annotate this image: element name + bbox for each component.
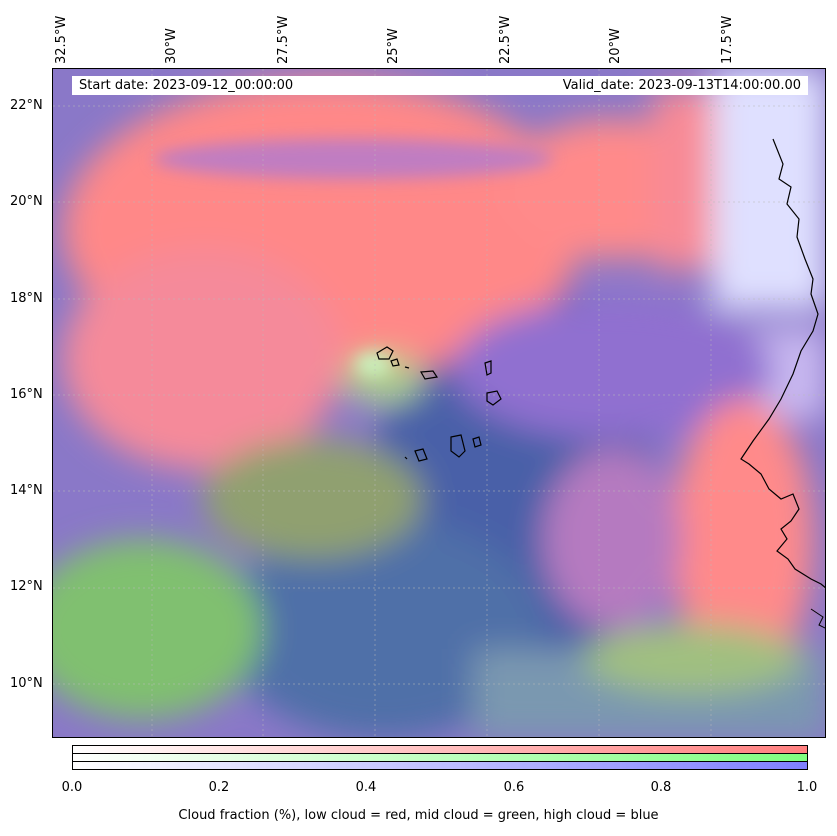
colorbar-tick-5: 1.0: [796, 780, 818, 795]
mixed-cloud-east: [543, 449, 683, 629]
colorbar-tick-0: 0.0: [61, 780, 83, 795]
lon-label-20w: 20°W: [608, 28, 623, 64]
lat-label-16n: 16°N: [10, 387, 43, 402]
lon-label-25w: 25°W: [386, 28, 401, 64]
high-mid-cloud-south: [223, 519, 543, 737]
colorbar-tick-3: 0.6: [503, 780, 525, 795]
low-cloud-west: [63, 249, 343, 469]
cloud-fraction-map: [52, 68, 826, 738]
lon-label-32-5w: 32.5°W: [54, 15, 69, 64]
mid-cloud-central: [203, 439, 423, 559]
mid-cloud-southeast: [583, 624, 803, 694]
low-cloud-east: [673, 399, 813, 679]
colorbar: [72, 745, 808, 770]
high-cloud-streak: [153, 139, 553, 179]
valid-date-text: Valid_date: 2023-09-13T14:00:00.00: [562, 78, 801, 93]
lat-label-12n: 12°N: [10, 579, 43, 594]
colorbar-mid-cloud: [72, 753, 808, 762]
coastline-islands: [810, 608, 825, 629]
lat-label-18n: 18°N: [10, 291, 43, 306]
colorbar-label: Cloud fraction (%), low cloud = red, mid…: [178, 808, 659, 823]
gridlines: [53, 69, 825, 737]
colorbar-tick-4: 0.8: [650, 780, 672, 795]
colorbar-tick-1: 0.2: [208, 780, 230, 795]
purple-band-east: [453, 299, 773, 439]
lon-label-27-5w: 27.5°W: [276, 15, 291, 64]
map-canvas: [53, 69, 825, 737]
lat-label-20n: 20°N: [10, 194, 43, 209]
african-coastline: [740, 138, 825, 589]
lat-label-22n: 22°N: [10, 98, 43, 113]
colorbar-tick-2: 0.4: [355, 780, 377, 795]
lat-label-10n: 10°N: [10, 676, 43, 691]
cape-verde-islands: [376, 346, 502, 462]
date-header: Start date: 2023-09-12_00:00:00 Valid_da…: [72, 76, 808, 95]
lon-label-17-5w: 17.5°W: [720, 15, 735, 64]
lon-label-30w: 30°W: [164, 28, 179, 64]
mid-cloud-southwest: [53, 539, 263, 719]
lon-label-22-5w: 22.5°W: [498, 15, 513, 64]
low-cloud-band: [653, 89, 713, 269]
start-date-text: Start date: 2023-09-12_00:00:00: [79, 78, 294, 93]
lat-label-14n: 14°N: [10, 483, 43, 498]
mid-cloud-highlight: [355, 352, 391, 376]
colorbar-high-cloud: [72, 761, 808, 770]
high-cloud-northeast: [713, 69, 825, 309]
colorbar-low-cloud: [72, 745, 808, 754]
